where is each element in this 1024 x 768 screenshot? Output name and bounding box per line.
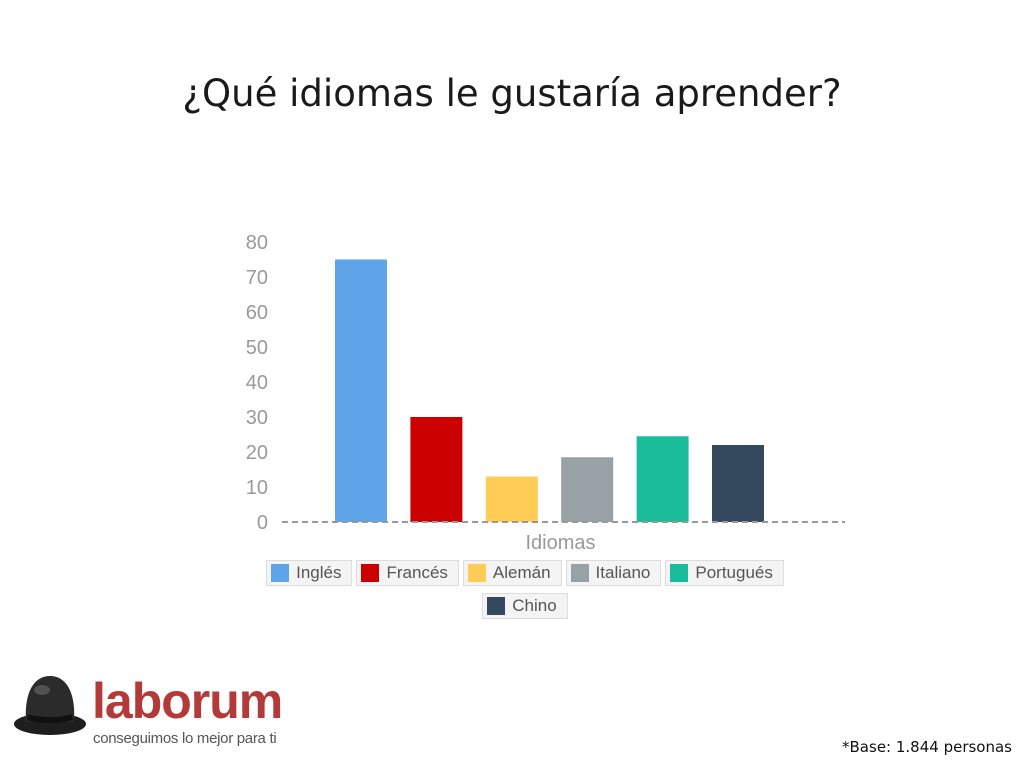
y-tick-label: 40 xyxy=(246,372,268,394)
y-tick-label: 0 xyxy=(257,512,268,534)
y-tick-label: 70 xyxy=(246,267,268,289)
y-tick-label: 10 xyxy=(246,477,268,499)
legend-label: Inglés xyxy=(296,563,342,582)
legend-row: Chino xyxy=(240,593,810,619)
x-axis-label: Idiomas xyxy=(525,532,595,554)
slide-title: ¿Qué idiomas le gustaría aprender? xyxy=(182,72,842,115)
legend-swatch xyxy=(670,564,689,582)
y-tick-label: 30 xyxy=(246,407,268,429)
legend-swatch xyxy=(467,564,486,582)
chart-legend: Inglés Francés Alemán Italiano Portugués Chin… xyxy=(240,560,810,626)
legend-swatch xyxy=(271,564,290,582)
sample-size-footnote: *Base: 1.844 personas xyxy=(842,738,1012,756)
legend-label: Francés xyxy=(386,563,448,582)
legend-item-portugués: Portugués xyxy=(665,560,784,586)
y-tick-label: 50 xyxy=(246,337,268,359)
logo-tagline: conseguimos lo mejor para ti xyxy=(93,730,277,747)
bar-chino xyxy=(712,445,764,522)
laborum-logo: laborum conseguimos lo mejor para ti xyxy=(12,670,312,760)
logo-wordmark: laborum xyxy=(92,673,283,729)
bars xyxy=(335,259,764,522)
legend-label: Alemán xyxy=(492,563,551,582)
y-tick-label: 60 xyxy=(246,302,268,324)
legend-swatch xyxy=(361,564,380,582)
bar-francés xyxy=(410,417,463,522)
y-tick-label: 20 xyxy=(246,442,268,464)
bowler-hat-icon xyxy=(14,676,86,735)
legend-item-inglés: Inglés xyxy=(266,560,353,586)
y-axis: 0 10 20 30 40 50 60 70 80 xyxy=(246,232,268,534)
legend-item-alemán: Alemán xyxy=(462,560,562,586)
legend-item-francés: Francés xyxy=(356,560,459,586)
bar-portugués xyxy=(636,436,689,522)
legend-swatch xyxy=(487,597,506,615)
legend-row: Inglés Francés Alemán Italiano Portugués xyxy=(240,560,810,586)
legend-swatch xyxy=(570,564,589,582)
bar-chart: 0 10 20 30 40 50 60 70 80 Idiomas xyxy=(246,232,845,554)
bar-inglés xyxy=(335,259,387,522)
bar-alemán xyxy=(485,476,538,522)
legend-label: Portugués xyxy=(695,563,773,582)
bar-italiano xyxy=(561,457,614,522)
legend-label: Italiano xyxy=(595,563,651,582)
legend-item-chino: Chino xyxy=(482,593,568,619)
legend-item-italiano: Italiano xyxy=(565,560,662,586)
legend-label: Chino xyxy=(512,596,557,615)
y-tick-label: 80 xyxy=(246,232,268,254)
